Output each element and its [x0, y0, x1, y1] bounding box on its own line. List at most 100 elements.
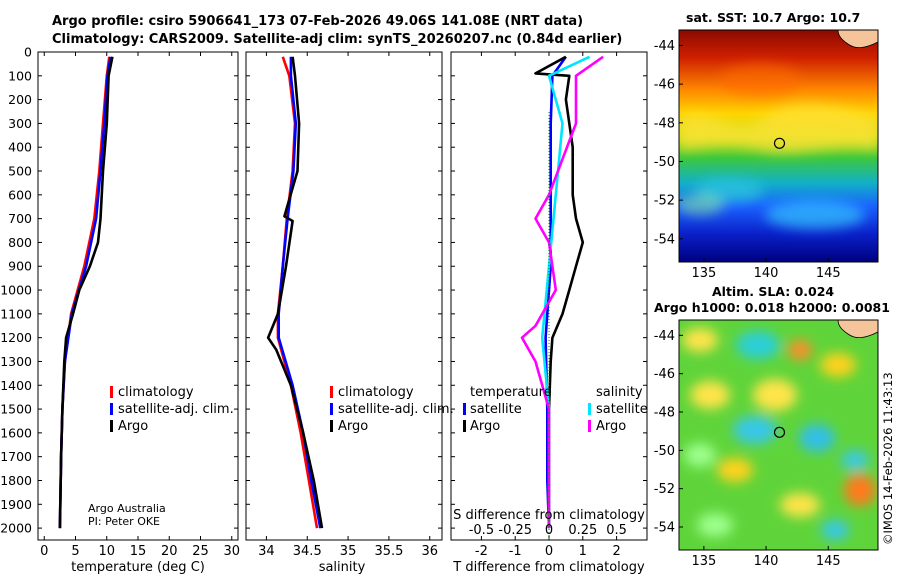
- map-y-tick-label: -48: [654, 116, 675, 131]
- y-tick-label: 1200: [0, 330, 32, 345]
- map-y-tick-label: -50: [654, 444, 675, 459]
- legend-swatch-satellite: [110, 403, 113, 415]
- map-y-tick-label: -54: [654, 232, 675, 247]
- map-y-tick-label: -54: [654, 521, 675, 536]
- legend-swatch-argo: [110, 420, 113, 432]
- series-line-s-argo: [520, 55, 604, 529]
- map-x-tick-label: 145: [816, 554, 841, 569]
- series-line-satellite-adj-clim-: [58, 56, 112, 529]
- sst-map-title: sat. SST: 10.7 Argo: 10.7: [686, 10, 861, 25]
- x-tick-label: 2: [612, 544, 620, 559]
- y-tick-label: 400: [8, 140, 32, 155]
- temperature-legend: climatology satellite-adj. clim. Argo: [110, 385, 234, 434]
- difference-legend: temperature satellite Argo salinity sate…: [463, 385, 648, 434]
- s-diff-tick-label: -0.25: [498, 523, 532, 538]
- salinity-axes-frame: [245, 51, 443, 541]
- x-tick-label: 0: [545, 544, 553, 559]
- sst-map: 135 140 145 -44 -46 -48 -50 -52 -54: [654, 29, 879, 281]
- s-diff-tick-label: 0.5: [606, 523, 627, 538]
- figure-title-line2: Climatology: CARS2009. Satellite-adj cli…: [52, 32, 623, 47]
- legend-label-argo: Argo: [118, 419, 148, 434]
- series-line-climatology: [276, 56, 319, 529]
- y-tick-label: 500: [8, 164, 32, 179]
- series-line-climatology: [58, 56, 111, 529]
- y-tick-label: 1900: [0, 497, 32, 512]
- y-tick-label: 1600: [0, 425, 32, 440]
- sst-argo-position-marker: [773, 137, 786, 149]
- diff-legend-swatch-s-satellite: [588, 403, 591, 415]
- map-x-tick-label: 145: [816, 266, 841, 281]
- y-tick-label: 600: [8, 187, 32, 202]
- y-tick-label: 2000: [0, 521, 32, 536]
- map-x-tick-label: 135: [691, 266, 716, 281]
- y-tick-label: 700: [8, 211, 32, 226]
- credit-line-2: PI: Peter OKE: [88, 515, 160, 528]
- x-tick-label: 34: [258, 544, 275, 559]
- y-tick-label: 300: [8, 116, 32, 131]
- y-tick-label: 100: [8, 68, 32, 83]
- sal-legend-swatch-satellite: [330, 403, 333, 415]
- sal-legend-label-argo: Argo: [338, 419, 368, 434]
- map-y-tick-label: -52: [654, 194, 675, 209]
- map-x-tick-label: 140: [754, 266, 779, 281]
- sal-legend-label-climatology: climatology: [338, 385, 414, 400]
- legend-swatch-climatology: [110, 386, 113, 398]
- salinity-legend: climatology satellite-adj. clim. Argo: [330, 385, 454, 434]
- diff-legend-label-s-satellite: satellite: [596, 402, 648, 417]
- tasmania-coastline: [837, 30, 878, 48]
- diff-legend-swatch-t-argo: [463, 420, 466, 432]
- x-tick-label: 15: [130, 544, 147, 559]
- figure-title-line1: Argo profile: csiro 5906641_173 07-Feb-2…: [52, 14, 584, 29]
- y-tick-label: 1400: [0, 378, 32, 393]
- difference-xlabel-top: S difference from climatology: [453, 508, 645, 523]
- temperature-panel: 0100200300400500600700800900100011001200…: [0, 45, 647, 559]
- series-line-s-satellite: [540, 55, 591, 529]
- salinity-xlabel: salinity: [319, 560, 366, 575]
- difference-panel: -2 -1 0 1 2: [450, 51, 648, 559]
- map-y-tick-label: -50: [654, 155, 675, 170]
- diff-legend-title-temperature: temperature: [470, 385, 552, 400]
- y-tick-label: 1700: [0, 449, 32, 464]
- s-diff-tick-label: 0: [545, 523, 553, 538]
- y-tick-label: 1800: [0, 473, 32, 488]
- x-tick-label: -1: [509, 544, 522, 559]
- map-y-tick-label: -52: [654, 482, 675, 497]
- y-tick-label: 1000: [0, 283, 32, 298]
- diff-legend-label-s-argo: Argo: [596, 419, 626, 434]
- sla-anomalies: [682, 328, 876, 540]
- diff-legend-label-t-satellite: satellite: [470, 402, 522, 417]
- x-tick-label: 10: [98, 544, 115, 559]
- series-line-t-satellite: [544, 56, 567, 529]
- legend-label-satellite: satellite-adj. clim.: [118, 402, 234, 417]
- sla-tasmania-coastline: [837, 320, 878, 338]
- s-diff-tick-label: -0.5: [469, 523, 494, 538]
- x-tick-label: 36: [421, 544, 438, 559]
- x-tick-label: 30: [223, 544, 240, 559]
- map-y-tick-label: -48: [654, 406, 675, 421]
- sal-legend-label-satellite: satellite-adj. clim.: [338, 402, 454, 417]
- x-tick-label: 35: [340, 544, 357, 559]
- x-tick-label: 35.5: [374, 544, 403, 559]
- x-tick-label: 25: [192, 544, 209, 559]
- temperature-axes-frame: [37, 51, 239, 541]
- s-diff-tick-label: 0.25: [568, 523, 597, 538]
- sst-map-frame: [678, 29, 879, 263]
- temperature-xlabel: temperature (deg C): [71, 560, 205, 575]
- map-y-tick-label: -46: [654, 78, 675, 93]
- credit-line-1: Argo Australia: [88, 502, 166, 515]
- series-line-argo: [58, 56, 114, 529]
- diff-legend-swatch-t-satellite: [463, 403, 466, 415]
- y-tick-label: 900: [8, 259, 32, 274]
- legend-label-climatology: climatology: [118, 385, 194, 400]
- x-tick-label: 5: [71, 544, 79, 559]
- map-y-tick-label: -44: [654, 39, 675, 54]
- sla-map: 135 140 145 -44 -46 -48 -50 -52 -54: [654, 319, 879, 569]
- x-tick-label: -2: [475, 544, 488, 559]
- map-x-tick-label: 140: [754, 554, 779, 569]
- diff-legend-label-t-argo: Argo: [470, 419, 500, 434]
- x-tick-label: 0: [40, 544, 48, 559]
- map-y-tick-label: -44: [654, 329, 675, 344]
- y-tick-label: 0: [24, 45, 32, 60]
- diff-legend-title-salinity: salinity: [596, 385, 643, 400]
